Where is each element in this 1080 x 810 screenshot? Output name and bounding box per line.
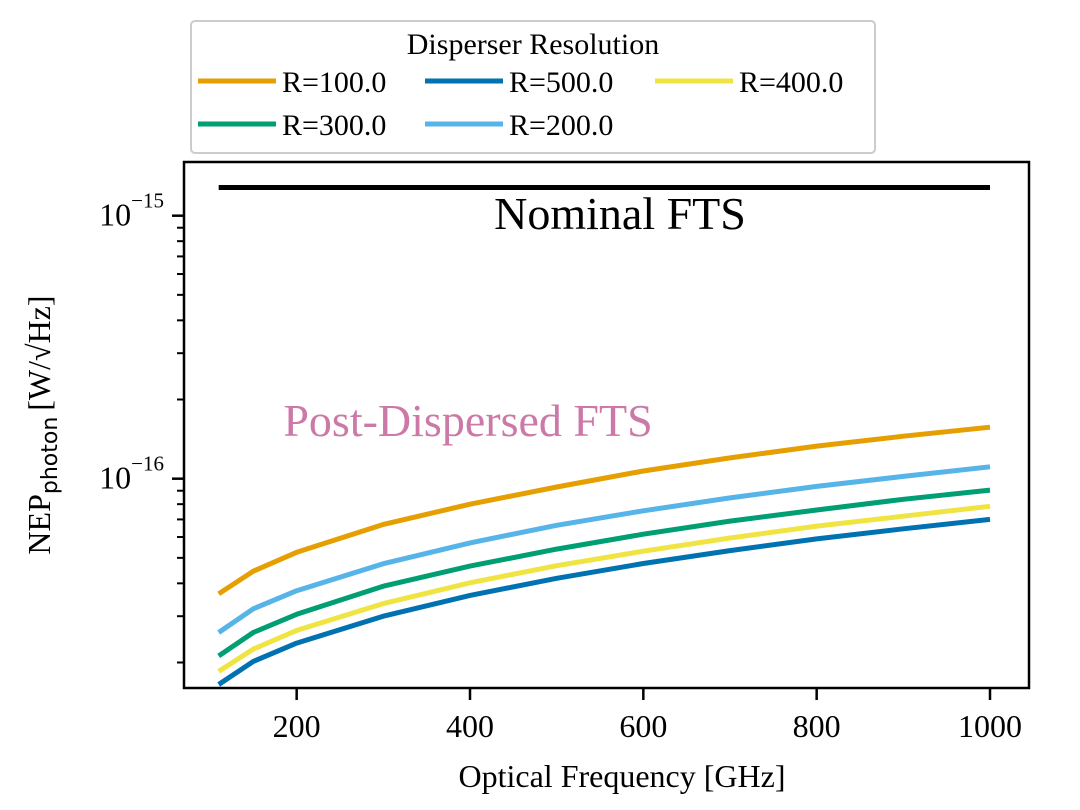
- legend-entry-label: R=200.0: [509, 109, 613, 142]
- legend-entry-label: R=300.0: [282, 109, 386, 142]
- y-axis-label-main: NEP: [21, 494, 57, 554]
- y-tick-label-exponent: −15: [131, 189, 164, 213]
- y-tick-label-base: 10: [99, 197, 131, 233]
- y-axis-label-subscript: photon: [38, 417, 63, 494]
- series-line-r-200-0: [217, 464, 991, 635]
- series-layer: [217, 184, 991, 687]
- series-line-r-400-0: [217, 503, 991, 674]
- legend-frame: [190, 20, 876, 154]
- legend: Disperser Resolution R=100.0 R=300.0 R=500…: [190, 20, 876, 154]
- y-tick-label-base: 10: [99, 460, 131, 496]
- legend-entry-label: R=100.0: [282, 66, 386, 99]
- series-line-r-300-0: [217, 487, 991, 658]
- x-tick-label: 1000: [958, 708, 1022, 744]
- legend-entry-label: R=400.0: [739, 66, 843, 99]
- series-line-r-100-0: [217, 424, 991, 596]
- legend-entries: R=100.0 R=300.0 R=500.0 R=200.0 R=400.0: [198, 66, 843, 142]
- legend-entry-label: R=500.0: [509, 66, 613, 99]
- x-axis-label: Optical Frequency [GHz]: [459, 758, 786, 794]
- plot-area: [182, 160, 1031, 690]
- y-axis-label: NEPphoton [W/√Hz]: [21, 295, 63, 554]
- x-tick-label: 400: [446, 708, 494, 744]
- y-axis-label-unit: [W/√Hz]: [21, 295, 57, 410]
- post-dispersed-fts-label: Post-Dispersed FTS: [283, 395, 652, 446]
- nominal-fts-label: Nominal FTS: [494, 188, 746, 239]
- svg-text:NEPphoton[W/√Hz]: NEPphoton [W/√Hz]: [21, 295, 63, 554]
- y-tick-label: 10−15: [99, 189, 164, 233]
- x-tick-label: 600: [619, 708, 667, 744]
- legend-title: Disperser Resolution: [407, 28, 659, 61]
- series-line-r-500-0: [217, 516, 991, 687]
- x-tick-label: 800: [793, 708, 841, 744]
- x-tick-label: 200: [273, 708, 321, 744]
- x-axis-ticks: 200 400 600 800 1000: [273, 688, 1022, 744]
- y-tick-label: 10−16: [99, 452, 164, 496]
- y-tick-label-exponent: −16: [131, 452, 164, 476]
